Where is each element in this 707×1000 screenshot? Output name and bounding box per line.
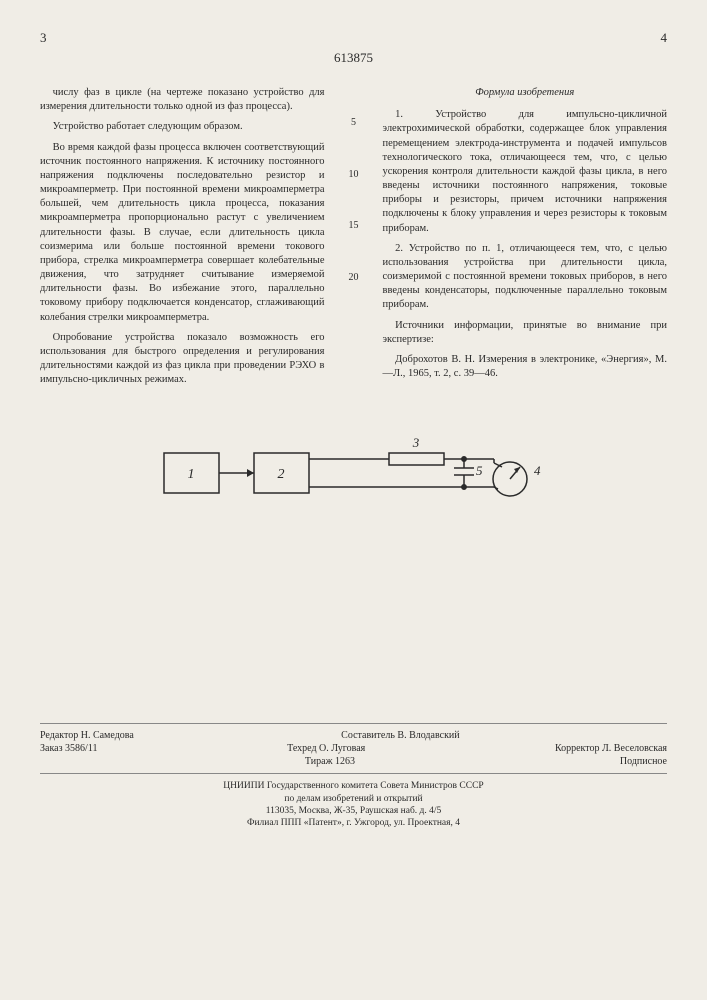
diagram-label-1: 1 [187, 467, 194, 482]
patent-number: 613875 [40, 50, 667, 66]
circuit-diagram: 1 2 3 [154, 423, 554, 543]
para: 1. Устройство для импульсно-цикличной эл… [383, 108, 668, 236]
diagram-label-3: 3 [411, 435, 419, 450]
page-num-left: 3 [40, 30, 47, 46]
line-no: 15 [345, 219, 363, 233]
footer-org3: 113035, Москва, Ж-35, Раушская наб. д. 4… [40, 805, 667, 817]
right-column: Формула изобретения 1. Устройство для им… [383, 86, 668, 393]
line-no: 5 [345, 116, 363, 130]
para: Устройство работает следующим образом. [40, 120, 325, 134]
para: Во время каждой фазы процесса включен со… [40, 141, 325, 325]
page-num-right: 4 [661, 30, 668, 46]
footer-corrector: Корректор Л. Веселовская [555, 743, 667, 754]
para: числу фаз в цикле (на чертеже показано у… [40, 86, 325, 114]
footer-order: Заказ 3586/11 [40, 743, 97, 754]
para: 2. Устройство по п. 1, отличающееся тем,… [383, 242, 668, 313]
diagram-label-4: 4 [534, 463, 541, 478]
para: Опробование устройства показало возможно… [40, 331, 325, 388]
line-numbers: 5 10 15 20 [345, 86, 363, 393]
para: Доброхотов В. Н. Измерения в электронике… [383, 353, 668, 381]
footer-compiler: Составитель В. Влодавский [341, 730, 459, 741]
footer-tirage: Тираж 1263 [305, 756, 355, 767]
line-no: 20 [345, 271, 363, 285]
claims-title: Формула изобретения [383, 86, 668, 100]
line-no: 10 [345, 168, 363, 182]
footer-org2: по делам изобретений и открытий [40, 793, 667, 805]
footer-org1: ЦНИИПИ Государственного комитета Совета … [40, 780, 667, 792]
footer: Редактор Н. Самедова Составитель В. Влод… [40, 723, 667, 829]
footer-sub: Подписное [620, 756, 667, 767]
footer-tech: Техред О. Луговая [287, 743, 365, 754]
footer-org4: Филиал ППП «Патент», г. Ужгород, ул. Про… [40, 817, 667, 829]
para: Источники информации, принятые во вниман… [383, 319, 668, 347]
diagram-label-5: 5 [476, 463, 483, 478]
diagram-label-2: 2 [277, 467, 284, 482]
left-column: числу фаз в цикле (на чертеже показано у… [40, 86, 325, 393]
footer-editor: Редактор Н. Самедова [40, 730, 134, 741]
